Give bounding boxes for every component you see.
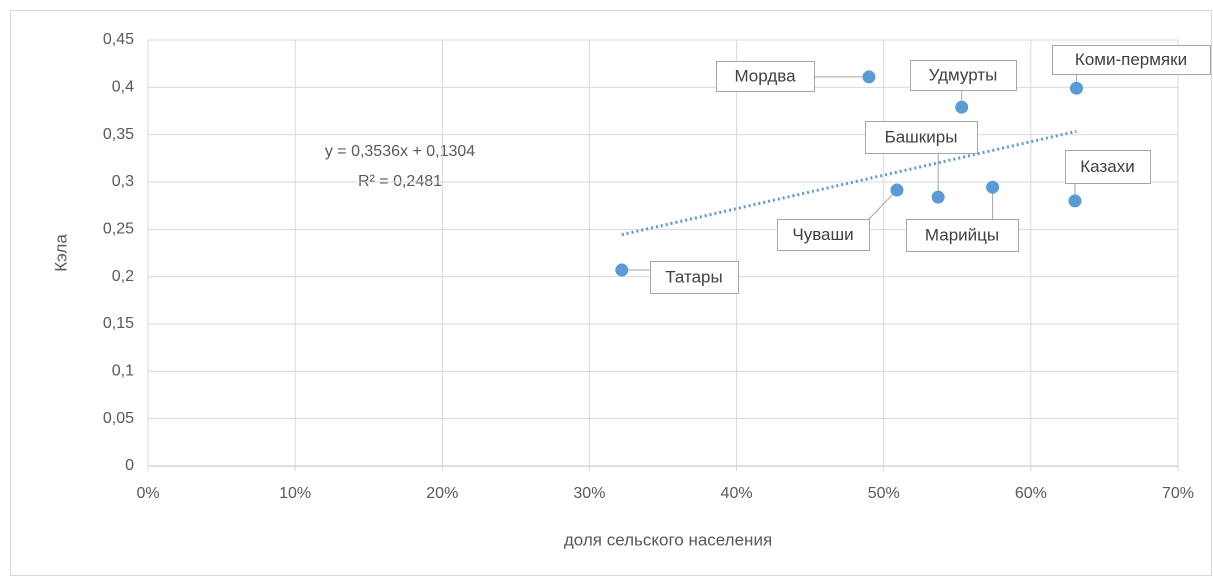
trend-equation: y = 0,3536x + 0,1304: [325, 143, 475, 160]
point: [615, 263, 629, 277]
x-tick-label: 50%: [868, 485, 900, 502]
data-label: Удмурты: [929, 65, 998, 84]
x-tick-label: 20%: [426, 485, 458, 502]
y-axis-label: Кэла: [51, 234, 70, 272]
label-box: [716, 61, 815, 92]
label-box: [1052, 45, 1211, 75]
label-box: [1065, 150, 1151, 184]
y-tick-label: 0,45: [103, 31, 134, 48]
y-tick-label: 0,35: [103, 126, 134, 143]
x-tick-label: 0%: [136, 485, 159, 502]
point: [931, 190, 945, 204]
data-label: Казахи: [1080, 157, 1134, 176]
data-label: Мордва: [734, 66, 796, 85]
label-box: [906, 219, 1019, 252]
y-tick-label: 0,4: [112, 79, 134, 96]
label-box: [910, 60, 1017, 91]
y-tick-label: 0,3: [112, 173, 134, 190]
x-tick-label: 70%: [1162, 485, 1194, 502]
data-label: Башкиры: [885, 127, 958, 146]
point: [986, 180, 1000, 194]
leader-line: [868, 189, 898, 220]
x-tick-label: 40%: [721, 485, 753, 502]
point: [1068, 194, 1082, 208]
y-tick-label: 0,1: [112, 363, 134, 380]
point: [955, 100, 969, 114]
y-tick-label: 0,2: [112, 268, 134, 285]
x-tick-label: 10%: [279, 485, 311, 502]
y-tick-label: 0,25: [103, 221, 134, 238]
point: [862, 70, 876, 84]
data-label: Татары: [665, 267, 722, 286]
data-label: Коми-пермяки: [1075, 50, 1187, 69]
y-tick-label: 0: [125, 457, 134, 474]
label-box: [650, 261, 739, 294]
data-label: Марийцы: [925, 225, 999, 244]
label-box: [865, 121, 978, 154]
y-tick-label: 0,15: [103, 315, 134, 332]
point: [890, 183, 904, 197]
point: [1069, 81, 1083, 95]
x-axis-label: доля сельского населения: [564, 530, 772, 549]
y-tick-label: 0,05: [103, 410, 134, 427]
x-tick-label: 60%: [1015, 485, 1047, 502]
label-box: [777, 219, 870, 251]
data-label: Чуваши: [792, 225, 853, 244]
x-tick-label: 30%: [573, 485, 605, 502]
chart-border: [10, 10, 1212, 576]
